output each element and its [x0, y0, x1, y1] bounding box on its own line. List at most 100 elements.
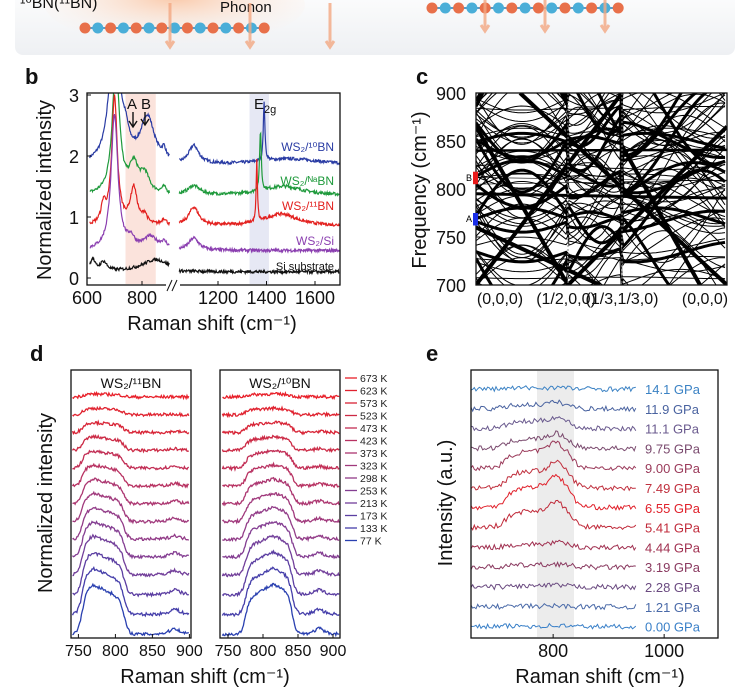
atom: [258, 22, 270, 34]
x-tick-label: 600: [72, 288, 102, 308]
atom-chains: [79, 0, 624, 50]
q-point-label: (1/3,1/3,0): [586, 291, 659, 308]
spectrum-line: [71, 520, 190, 560]
spectrum-line: [221, 534, 340, 578]
phonon-arrow-icon: [599, 0, 611, 34]
x-tick-label: 900: [176, 643, 203, 660]
q-point-label: (0,0,0): [682, 291, 728, 308]
spectrum-line: [221, 405, 340, 418]
spectrum-line: [71, 434, 189, 454]
spectrum-line: [470, 561, 636, 571]
atom: [220, 22, 232, 34]
phonon-branch: [476, 106, 726, 111]
phonon-branch: [476, 93, 726, 166]
legend-label: 173 K: [360, 511, 387, 523]
shaded-region: [249, 94, 269, 284]
y-axis-label-d: Normalized intensity: [35, 413, 57, 593]
x-axis-label-d: Raman shift (cm⁻¹): [120, 666, 289, 688]
x-axis-label-b: Raman shift (cm⁻¹): [127, 313, 296, 335]
phonon-branch: [476, 177, 727, 182]
atom: [532, 2, 544, 14]
mode-label: B: [466, 173, 472, 183]
pressure-label: 3.19 GPa: [645, 560, 701, 575]
x-axis-label-e: Raman shift (cm⁻¹): [515, 666, 684, 688]
phonon-branch: [476, 192, 727, 200]
spectrum-line: [470, 440, 637, 472]
spectrum-line: [470, 602, 637, 611]
phonon-branch: [476, 124, 726, 158]
spectrum-line: [221, 448, 340, 472]
atom: [453, 2, 465, 14]
spectrum-line: [221, 549, 340, 598]
phonon-branch: [620, 144, 702, 285]
phonon-branch: [476, 276, 725, 280]
y-tick-label: 900: [436, 84, 466, 104]
atom: [156, 22, 168, 34]
legend-label: WS₂/Si: [296, 234, 334, 248]
x-tick-label: 1600: [295, 288, 335, 308]
legend-label: WS₂/¹¹BN: [282, 199, 334, 213]
x-tick-label: 750: [65, 643, 92, 660]
atom: [194, 22, 206, 34]
y-axis-label-c: Frequency (cm⁻¹): [409, 111, 431, 268]
phonon-branch: [518, 93, 727, 285]
spectrum-line: [72, 390, 190, 401]
legend-label: 133 K: [360, 523, 387, 535]
legend-label: 77 K: [360, 536, 382, 548]
phonon-branch: [476, 158, 726, 195]
subplot-title-11bn: WS₂/¹¹BN: [101, 375, 162, 391]
legend-label: WS₂/ᴺᵃBN: [280, 174, 334, 188]
atom: [130, 22, 142, 34]
legend-label: 323 K: [360, 461, 387, 473]
spectrum-line: [89, 256, 340, 276]
legend-label: 523 K: [360, 411, 387, 423]
panel-b: b 600 800 1200 1400 1600 0 1 2 3 A B E2g WS₂/¹⁰B…: [25, 64, 341, 335]
legend-label: 473 K: [360, 423, 387, 435]
phonon-branch: [476, 93, 655, 145]
phonon-branch: [476, 93, 726, 189]
spectrum-line: [470, 430, 637, 453]
phonon-branch: [476, 93, 726, 142]
x-tick-label: 1400: [246, 288, 286, 308]
x-tick-label: 800: [538, 641, 568, 661]
spectrum-line: [72, 405, 190, 418]
plot-frame-d-left: [70, 369, 192, 639]
phonon-branch: [476, 215, 726, 285]
atom: [117, 22, 129, 34]
q-point-label: (0,0,0): [477, 291, 523, 308]
phonon-branch: [476, 210, 726, 285]
phonon-branch: [476, 125, 570, 285]
atom: [439, 2, 451, 14]
legend-label: 373 K: [360, 448, 387, 460]
subplot-title-10bn: WS₂/¹⁰BN: [249, 375, 311, 391]
spectrum-line: [222, 492, 340, 525]
phonon-branch: [566, 125, 727, 285]
spectrum-line: [89, 93, 340, 197]
arrow-b-icon: [140, 112, 150, 127]
phonon-branch: [476, 225, 601, 285]
shaded-region-e: [537, 371, 574, 637]
phonon-arrow-icon: [244, 3, 256, 50]
spectrum-line: [222, 390, 340, 401]
phonon-arrow-icon: [164, 3, 176, 50]
plot-frame-d-right: [219, 369, 341, 639]
phonon-arrow-icon: [479, 0, 491, 34]
x-tick-label: 850: [285, 643, 312, 660]
y-tick-label: 800: [436, 180, 466, 200]
spectrum-line: [72, 533, 190, 578]
spectrum-line: [470, 582, 637, 591]
annotation-e2g: E2g: [254, 96, 276, 116]
spectrum-line: [71, 419, 190, 436]
spectrum-line: [72, 477, 190, 507]
spectrum-line: [470, 415, 637, 433]
phonon-branch: [476, 179, 727, 185]
panel-label-e: e: [426, 341, 438, 366]
panel-e: e 14.1 GPa 11.9 GPa 11.1 GPa 9.75 GPa 9.00 G…: [426, 341, 719, 688]
phonon-arrow-icon: [539, 0, 551, 34]
x-tick-label: 900: [320, 643, 347, 660]
x-tick-label: 850: [139, 643, 166, 660]
isotope-label: ¹⁰BN(¹¹BN): [20, 0, 98, 12]
phonon-branch: [476, 227, 726, 285]
mode-label: A: [466, 214, 472, 224]
